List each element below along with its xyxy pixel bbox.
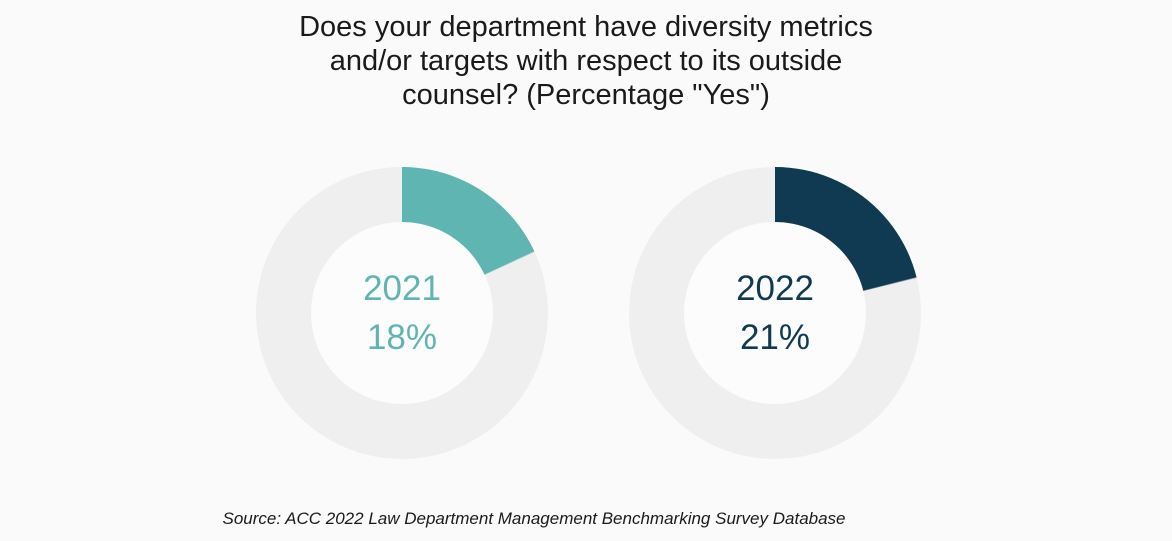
donut-chart-2022: 2022 21% <box>629 167 921 459</box>
year-label-2021: 2021 <box>363 269 441 308</box>
chart-title-line-3: counsel? (Percentage "Yes") <box>402 79 770 111</box>
chart-title-line-1: Does your department have diversity metr… <box>299 11 873 43</box>
year-label-2022: 2022 <box>736 269 814 308</box>
percent-label-2022: 21% <box>739 318 811 357</box>
chart-title-line-2: and/or targets with respect to its outsi… <box>329 45 843 77</box>
chart-title: Does your department have diversity metr… <box>0 10 1172 112</box>
donut-center-label-2022: 2022 21% <box>629 167 921 459</box>
donut-hole-2022 <box>684 222 866 404</box>
percent-label-2021: 18% <box>366 318 438 357</box>
source-note: Source: ACC 2022 Law Department Manageme… <box>222 509 846 528</box>
donut-chart-2021: 2021 18% <box>256 167 548 459</box>
donut-hole-2021 <box>311 222 493 404</box>
donut-center-label-2021: 2021 18% <box>256 167 548 459</box>
